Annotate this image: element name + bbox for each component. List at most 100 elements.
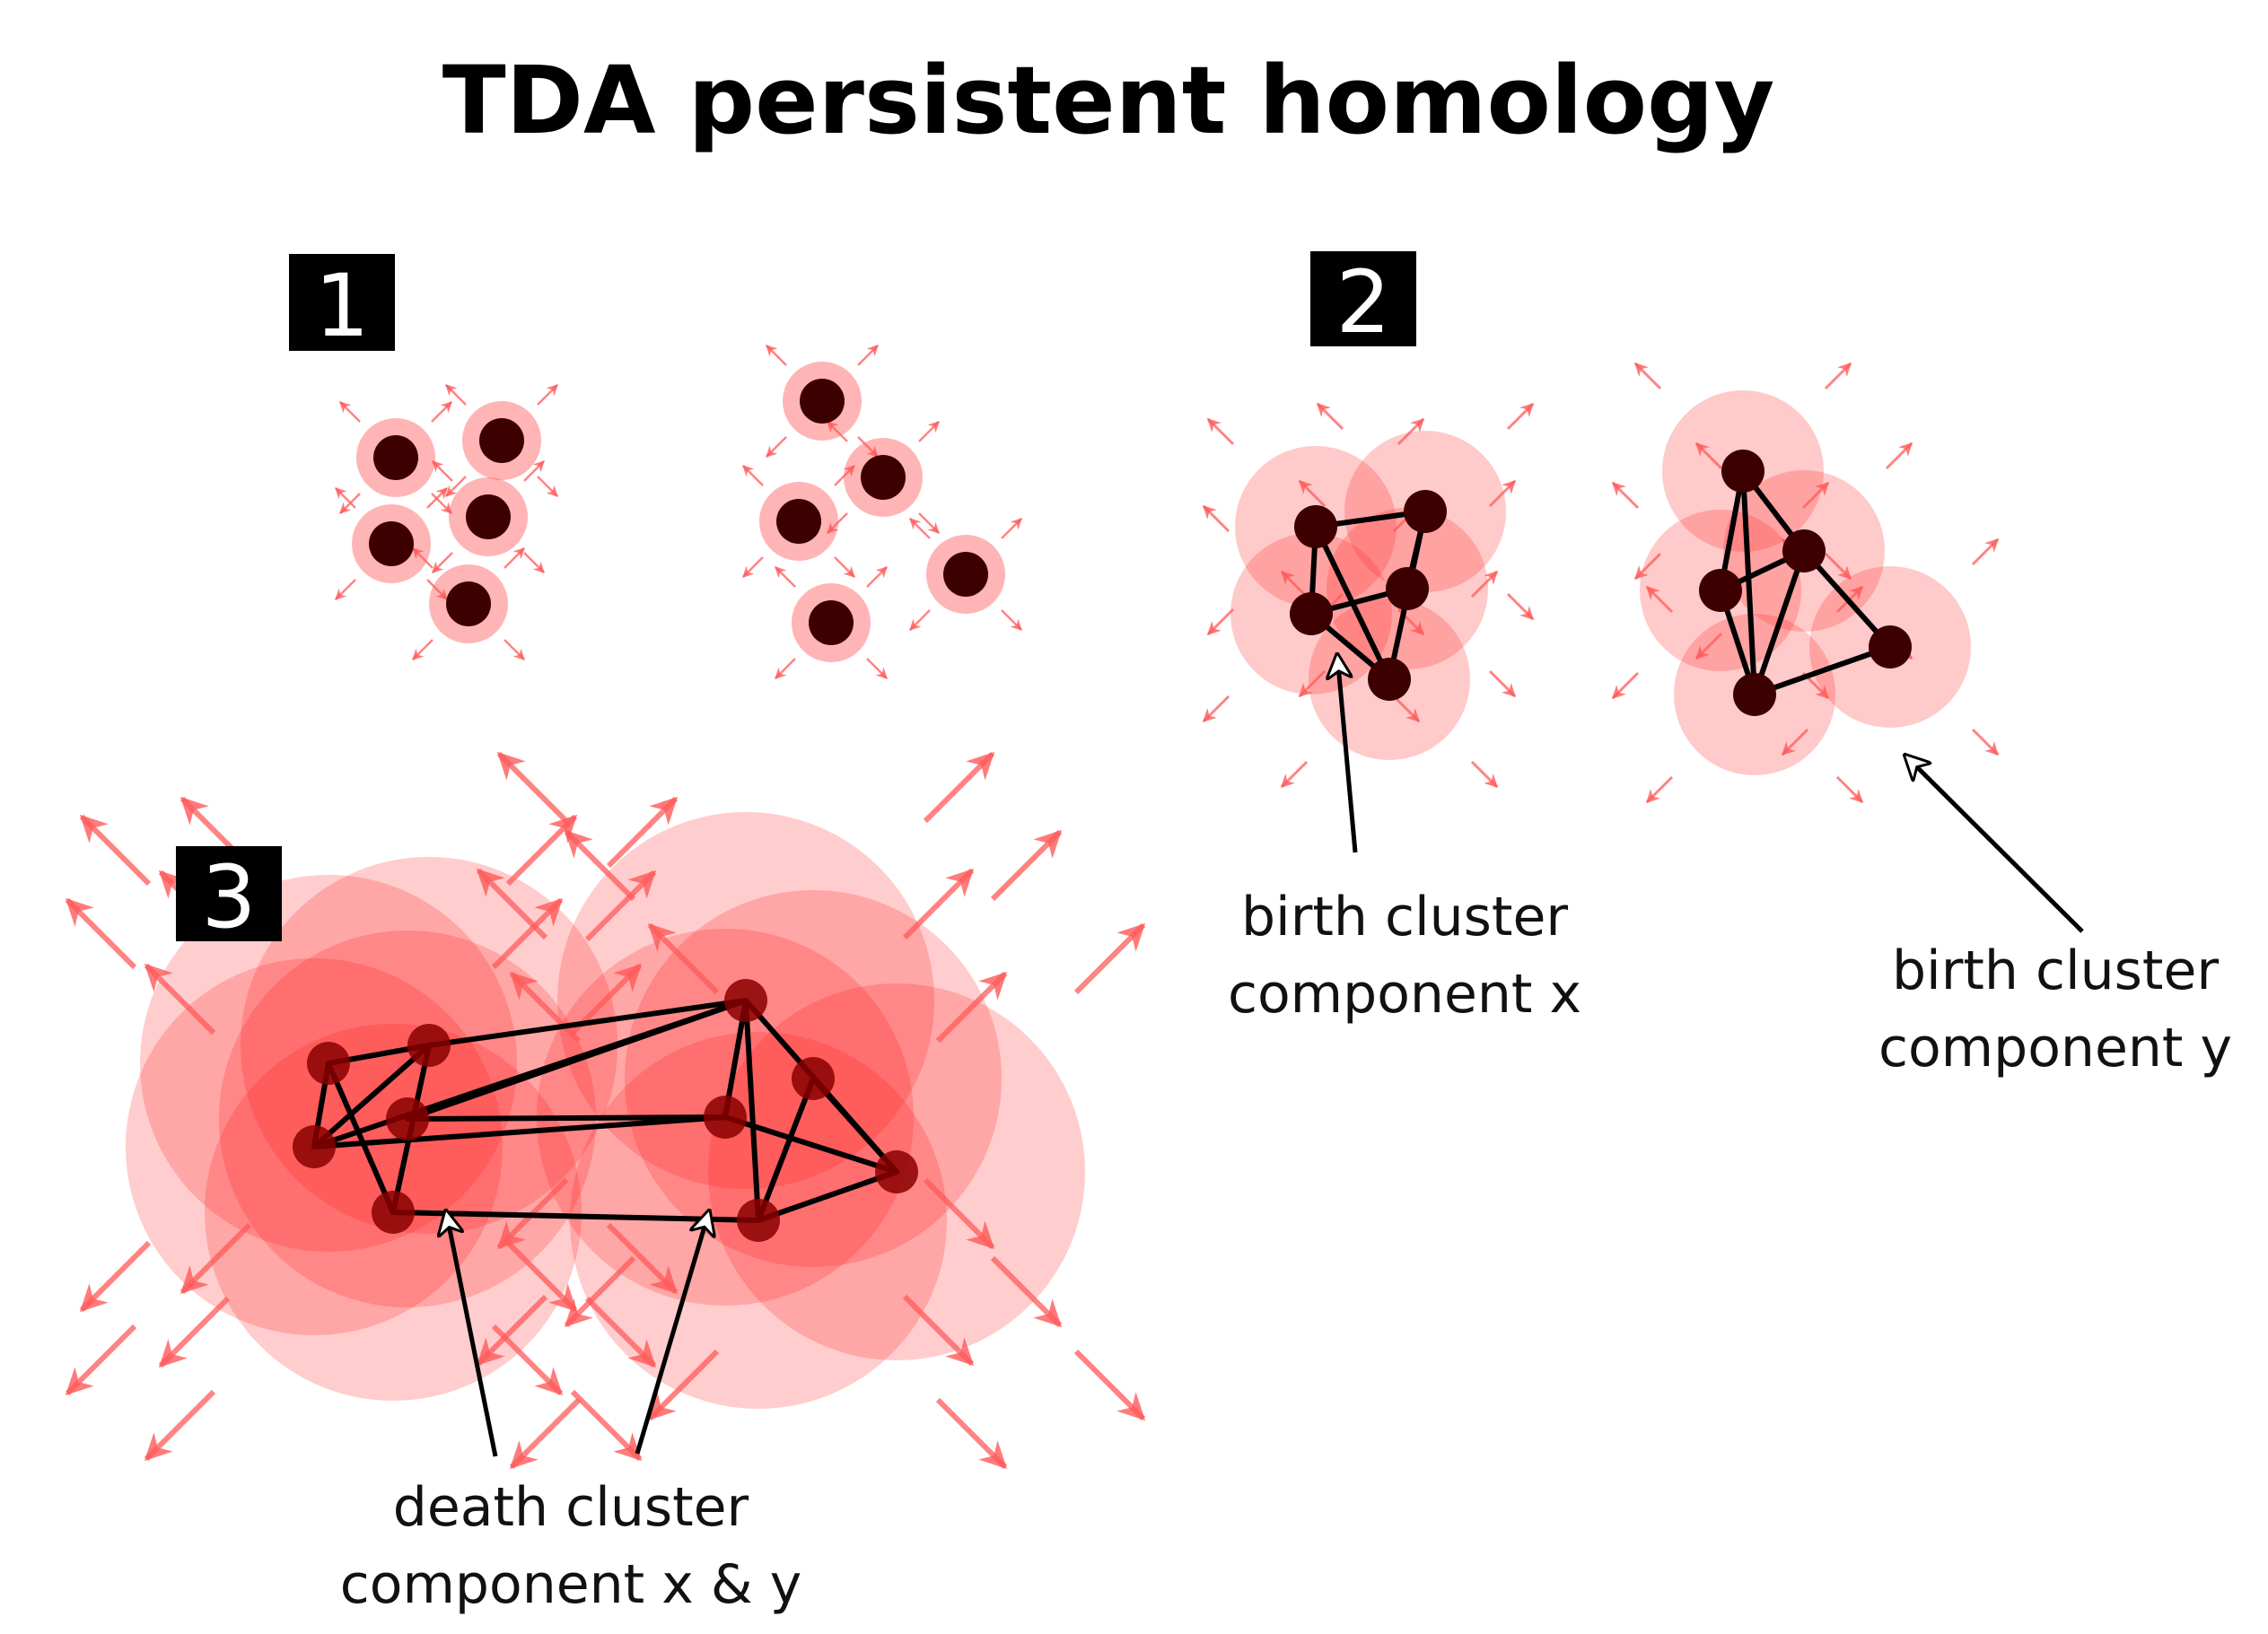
diagram-title: TDA persistent homology xyxy=(442,46,1775,155)
growth-arrow-icon xyxy=(584,869,657,942)
growth-arrow-icon xyxy=(834,556,855,578)
growth-arrow-icon xyxy=(923,751,995,824)
simplex-edge xyxy=(1752,548,1807,697)
growth-arrow-icon xyxy=(1001,518,1022,539)
simplex-edge xyxy=(326,1061,396,1215)
growth-arrow-icon xyxy=(509,971,582,1044)
growth-arrow-icon xyxy=(935,971,1008,1044)
growth-arrow-icon xyxy=(505,1240,578,1313)
growth-arrow-icon xyxy=(1633,552,1662,581)
growth-arrow-icon xyxy=(412,639,433,660)
growth-arrow-icon xyxy=(606,796,679,869)
growth-arrow-icon xyxy=(1633,362,1662,390)
panel-2-component-x xyxy=(1202,402,1535,789)
data-point xyxy=(1869,625,1912,668)
growth-arrow-icon xyxy=(775,566,796,588)
data-point xyxy=(1699,569,1742,612)
growth-arrow-icon xyxy=(426,579,448,600)
growth-arrow-icon xyxy=(1885,441,1913,470)
growth-arrow-icon xyxy=(505,814,578,887)
growth-arrow-icon xyxy=(1694,441,1723,470)
growth-arrow-icon xyxy=(990,829,1063,902)
growth-arrow-icon xyxy=(65,1324,137,1396)
growth-arrow-icon xyxy=(144,1389,216,1462)
caption-birth-x-line-2: component x xyxy=(1228,963,1581,1026)
panel-1-badge xyxy=(289,254,395,351)
growth-arrow-icon xyxy=(504,547,525,569)
caption-death-line-2: component x & y xyxy=(340,1553,801,1616)
panel-1-cluster-2 xyxy=(742,345,1022,679)
growth-arrow-icon xyxy=(476,1294,548,1367)
data-point xyxy=(1294,505,1337,548)
data-point xyxy=(1721,450,1764,493)
data-point xyxy=(943,552,988,597)
growth-arrow-icon xyxy=(766,345,787,366)
growth-arrow-icon xyxy=(909,518,931,539)
data-point xyxy=(792,1057,835,1100)
data-point xyxy=(307,1042,350,1085)
data-point xyxy=(446,581,491,626)
simplex-edge xyxy=(311,1043,432,1149)
simplex-edge xyxy=(756,1076,816,1223)
growth-arrow-icon xyxy=(491,897,564,970)
growth-arrow-icon xyxy=(1488,479,1517,508)
growth-arrow-icon xyxy=(1971,728,2000,756)
growth-arrow-icon xyxy=(1645,585,1674,614)
growth-arrow-icon xyxy=(523,552,545,573)
growth-arrow-icon xyxy=(647,922,720,995)
growth-arrow-icon xyxy=(1801,481,1830,510)
data-point xyxy=(479,418,524,463)
growth-arrow-icon xyxy=(918,512,940,534)
growth-arrow-icon xyxy=(335,579,356,600)
growth-arrow-icon xyxy=(1824,362,1852,390)
growth-arrow-icon xyxy=(1694,632,1723,660)
simplex-edge xyxy=(722,1114,899,1175)
growth-arrow-icon xyxy=(918,421,940,442)
growth-arrow-icon xyxy=(445,384,467,406)
caption-birth-y-line-1: birth cluster xyxy=(1892,939,2219,1002)
growth-arrow-icon xyxy=(432,552,453,573)
data-point xyxy=(373,435,418,480)
data-point xyxy=(407,1024,451,1067)
simplex-edge xyxy=(426,998,749,1048)
panel-1-cluster-1 xyxy=(335,384,558,660)
growth-arrow-icon xyxy=(606,1222,679,1295)
data-point xyxy=(861,455,906,500)
growth-arrow-icon xyxy=(1470,570,1499,599)
growth-arrow-icon xyxy=(1316,402,1344,431)
caption-death-pointer-2 xyxy=(635,1211,709,1455)
growth-arrow-icon xyxy=(647,1349,720,1421)
growth-arrow-icon xyxy=(79,1240,152,1313)
simplex-edge xyxy=(311,1114,728,1149)
growth-arrow-icon xyxy=(1506,402,1535,431)
panel-2-badge xyxy=(1310,251,1416,346)
growth-arrow-icon xyxy=(537,476,558,497)
growth-arrow-icon xyxy=(775,658,796,679)
growth-arrow-icon xyxy=(339,401,361,423)
data-point xyxy=(1368,658,1411,701)
growth-arrow-icon xyxy=(570,1389,643,1462)
growth-arrow-icon xyxy=(1202,504,1230,533)
growth-arrow-icon xyxy=(1824,552,1852,581)
simplex-edge xyxy=(405,998,749,1122)
simplex-edge xyxy=(405,1114,728,1122)
growth-arrow-icon xyxy=(909,609,931,631)
growth-arrow-icon xyxy=(426,487,448,509)
growth-arrow-icon xyxy=(79,814,152,887)
data-point xyxy=(293,1125,336,1168)
growth-arrow-icon xyxy=(857,436,879,458)
growth-arrow-icon xyxy=(65,897,137,970)
panel-3-merged-cluster xyxy=(65,751,1146,1470)
data-point xyxy=(809,600,854,645)
growth-arrow-icon xyxy=(1073,1349,1146,1421)
data-point xyxy=(1290,592,1333,635)
simplex-edge xyxy=(1740,468,1757,697)
panel-2-label: 2 xyxy=(1335,252,1390,353)
growth-arrow-icon xyxy=(564,1255,636,1328)
growth-arrow-icon xyxy=(935,1397,1008,1470)
growth-arrow-icon xyxy=(902,868,975,940)
growth-arrow-icon xyxy=(866,566,888,588)
data-point xyxy=(369,521,414,566)
data-point xyxy=(372,1191,415,1234)
